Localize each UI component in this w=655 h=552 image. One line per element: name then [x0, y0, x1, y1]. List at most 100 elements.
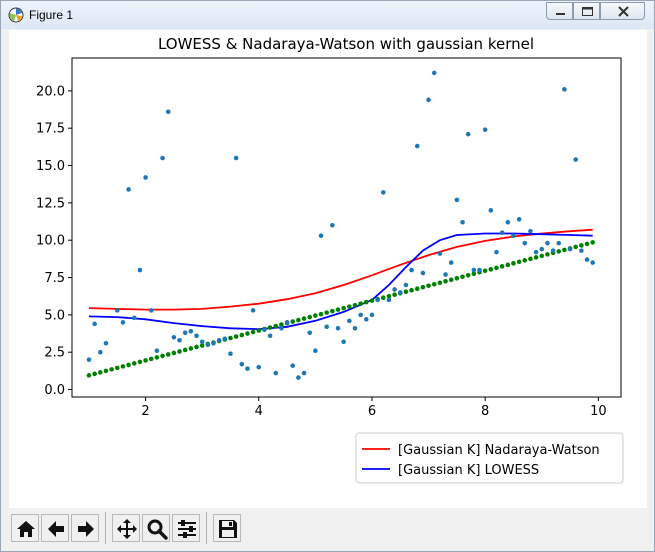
- scatter-point: [460, 219, 465, 225]
- home-button[interactable]: [11, 514, 39, 542]
- plot-area: [71, 57, 622, 398]
- linear-fit-point: [562, 247, 567, 253]
- linear-fit-point: [522, 258, 528, 263]
- linear-fit-point: [579, 243, 584, 248]
- linear-fit-point: [137, 359, 143, 365]
- maximize-icon: [582, 7, 593, 16]
- scatter-point: [296, 375, 301, 380]
- linear-fit-point: [443, 278, 448, 284]
- scatter-point: [330, 222, 335, 228]
- scatter-point: [290, 363, 296, 368]
- linear-fit-point: [347, 304, 352, 309]
- scatter-point: [477, 267, 482, 273]
- linear-fit-point: [471, 271, 477, 277]
- scatter-point: [482, 127, 488, 132]
- linear-fit-point: [267, 325, 273, 330]
- scatter-point: [488, 208, 494, 213]
- scatter-point: [165, 109, 171, 115]
- scatter-point: [494, 249, 499, 255]
- scatter-point: [454, 197, 460, 203]
- scatter-point: [386, 297, 392, 303]
- close-button[interactable]: [600, 2, 645, 20]
- scatter-point: [409, 267, 414, 273]
- linear-fit-point: [154, 355, 160, 360]
- x-tick-label: 4: [255, 404, 263, 419]
- x-tick-label: 10: [590, 404, 607, 419]
- forward-button[interactable]: [71, 514, 99, 542]
- linear-fit-point: [369, 298, 375, 303]
- linear-fit-point: [341, 305, 346, 311]
- legend-box: [355, 432, 624, 484]
- linear-fit-point: [194, 344, 199, 350]
- scatter-point: [347, 318, 352, 324]
- linear-fit-point: [256, 328, 262, 333]
- y-tick-label: 2.5: [44, 346, 65, 361]
- back-button[interactable]: [41, 514, 69, 542]
- linear-fit-point: [545, 252, 550, 257]
- scatter-point: [154, 348, 160, 354]
- scatter-point: [250, 308, 256, 313]
- linear-fit-point: [131, 361, 137, 366]
- scatter-point: [516, 216, 522, 222]
- scatter-point: [533, 249, 539, 255]
- scatter-point: [284, 320, 290, 325]
- linear-fit-point: [494, 265, 499, 271]
- chart-title: LOWESS & Nadaraya-Watson with gaussian k…: [158, 35, 534, 53]
- scatter-point: [273, 370, 279, 376]
- search-icon: [147, 519, 168, 540]
- linear-fit-point: [460, 274, 465, 280]
- scatter-point: [358, 312, 363, 318]
- legend: [Gaussian K] Nadaraya-Watson [Gaussian K…: [355, 432, 624, 484]
- figure-canvas[interactable]: LOWESS & Nadaraya-Watson with gaussian k…: [9, 30, 647, 508]
- toolbar-separator: [105, 512, 106, 544]
- scatter-point: [403, 282, 409, 288]
- scatter-point: [148, 308, 154, 313]
- scatter-point: [590, 260, 596, 265]
- scatter-point: [528, 228, 533, 234]
- navigation-toolbar: [9, 508, 647, 548]
- scatter-point: [307, 330, 313, 336]
- configure-subplots-button[interactable]: [172, 514, 200, 542]
- chart[interactable]: LOWESS & Nadaraya-Watson with gaussian k…: [9, 30, 647, 508]
- scatter-point: [505, 219, 511, 225]
- y-tick-label: 17.5: [36, 122, 65, 137]
- save-button[interactable]: [213, 514, 241, 542]
- linear-fit-point: [414, 286, 420, 292]
- scatter-point: [522, 240, 528, 246]
- scatter-point: [499, 230, 505, 236]
- scatter-point: [245, 366, 250, 371]
- linear-fit-point: [199, 343, 205, 348]
- linear-fit-point: [465, 272, 471, 278]
- scatter-point: [420, 270, 426, 276]
- linear-fit-point: [296, 317, 301, 323]
- sliders-icon: [178, 520, 196, 538]
- scatter-point: [228, 351, 233, 356]
- linear-fit-point: [148, 356, 154, 362]
- linear-fit-point: [182, 347, 188, 353]
- linear-fit-point: [279, 322, 284, 327]
- scatter-point: [182, 330, 188, 336]
- pan-button[interactable]: [112, 514, 140, 542]
- window-title: Figure 1: [29, 8, 74, 22]
- linear-fit-point: [392, 292, 397, 298]
- toolbar-separator: [206, 512, 207, 544]
- minimize-button[interactable]: [546, 2, 573, 20]
- zoom-button[interactable]: [142, 514, 170, 542]
- scatter-point: [143, 175, 148, 180]
- maximize-button[interactable]: [573, 2, 600, 20]
- scatter-point: [539, 246, 545, 252]
- linear-fit-point: [97, 370, 103, 375]
- scatter-point: [341, 339, 346, 345]
- home-icon: [17, 521, 35, 537]
- scatter-point: [562, 87, 567, 92]
- linear-fit-point: [499, 264, 505, 269]
- title-bar[interactable]: Figure 1: [1, 1, 654, 29]
- linear-fit-point: [228, 335, 233, 341]
- linear-fit-point: [143, 358, 148, 363]
- scatter-point: [364, 317, 369, 322]
- scatter-point: [465, 131, 471, 137]
- scatter-point: [120, 320, 126, 325]
- scatter-point: [267, 333, 273, 339]
- scatter-point: [199, 339, 205, 345]
